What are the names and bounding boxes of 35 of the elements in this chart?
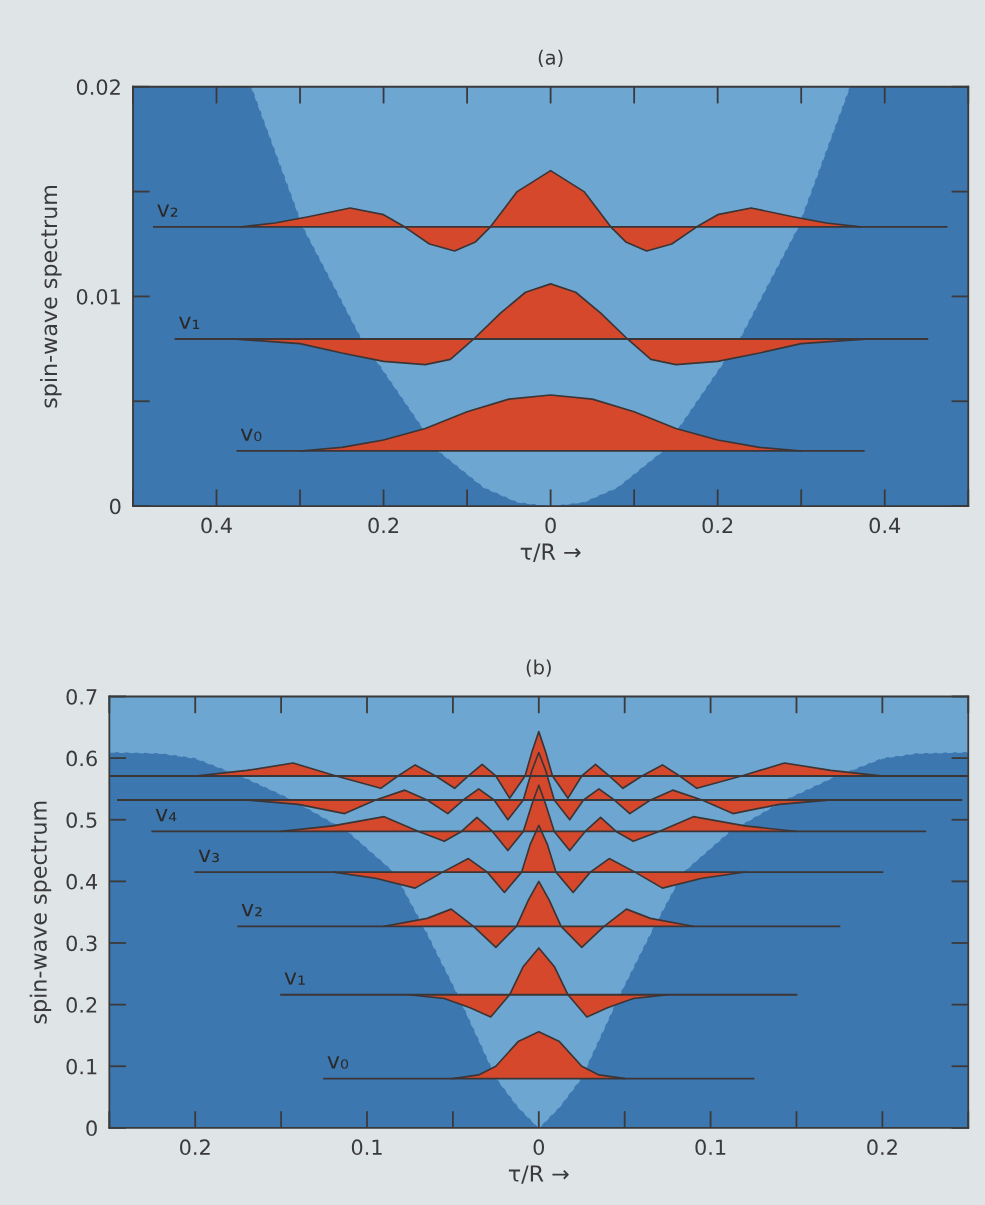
y-axis-title: spin-wave spectrum	[40, 185, 62, 408]
y-tick-label: 0.4	[66, 873, 98, 890]
annotation: v₁	[284, 972, 305, 985]
y-tick-label: 0.3	[66, 935, 97, 952]
y-tick-label: 0	[109, 498, 121, 515]
annotation: v₂	[157, 204, 178, 217]
y-tick-label: 0.01	[76, 288, 120, 305]
chart-title: (b)	[526, 659, 551, 677]
annotation: v₄	[155, 809, 177, 822]
annotation: v₂	[241, 904, 262, 917]
y-tick-label: 0.7	[66, 688, 97, 705]
annotation: v₀	[240, 428, 262, 442]
chart-title: (a)	[538, 49, 563, 68]
x-tick-label: 0.2	[180, 1139, 210, 1156]
x-tick-label: 0.2	[368, 517, 399, 534]
y-tick-label: 0.1	[66, 1058, 97, 1075]
x-tick-label: 0.1	[351, 1139, 382, 1156]
annotation: v₃	[198, 849, 219, 863]
y-tick-label: 0.2	[66, 997, 97, 1013]
y-tick-label: 0.02	[76, 79, 120, 95]
x-tick-label: 0.2	[702, 517, 733, 534]
y-tick-label: 0	[86, 1120, 97, 1137]
annotation: v₀	[327, 1056, 349, 1069]
annotation: v₁	[179, 316, 200, 329]
x-axis-title: τ/R →	[508, 1165, 569, 1184]
x-tick-label: 0.4	[201, 517, 232, 534]
x-tick-label: 0.4	[869, 517, 901, 534]
x-tick-label: 0	[533, 1139, 545, 1156]
x-axis-title: τ/R →	[520, 543, 581, 562]
y-tick-label: 0.6	[66, 750, 97, 767]
x-tick-label: 0	[545, 517, 556, 534]
y-axis-title: spin-wave spectrum	[29, 801, 52, 1024]
y-tick-label: 0.5	[66, 812, 97, 828]
x-tick-label: 0.1	[695, 1139, 726, 1156]
x-tick-label: 0.2	[867, 1139, 897, 1156]
